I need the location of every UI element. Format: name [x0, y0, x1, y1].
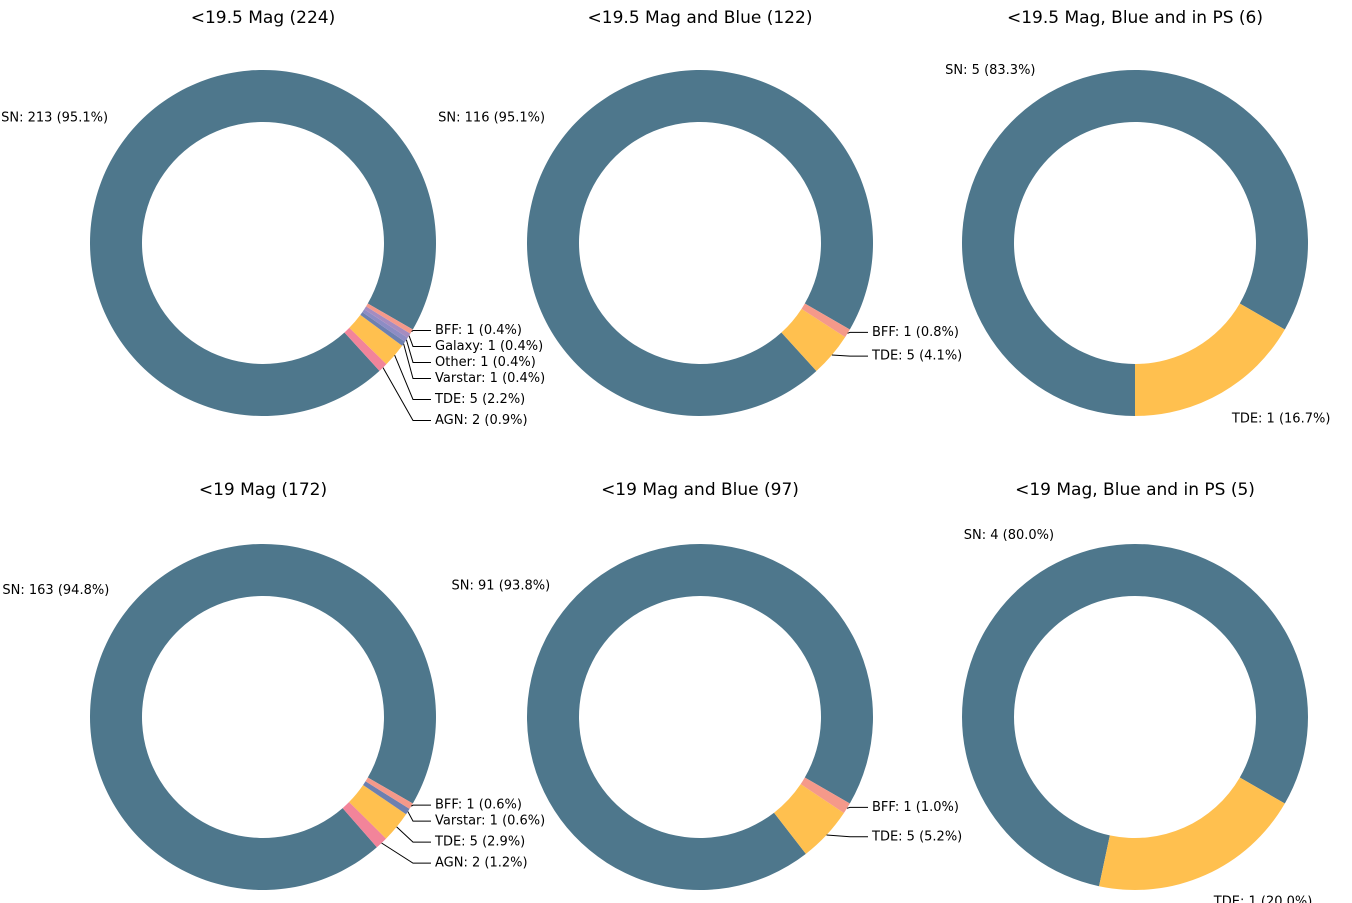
- donut-slice: [366, 303, 413, 334]
- chart-title: <19 Mag, Blue and in PS (5): [1015, 480, 1255, 500]
- donut-slice: [801, 303, 850, 338]
- donut-slice: [362, 309, 408, 342]
- donut-slice: [800, 777, 850, 814]
- donut-slice: [364, 306, 411, 338]
- slice-label: SN: 116 (95.1%): [438, 111, 545, 126]
- slice-label: SN: 163 (94.8%): [2, 583, 109, 598]
- donut-slice: [774, 784, 844, 854]
- leader-line: [405, 339, 431, 363]
- slice-label: TDE: 5 (2.9%): [434, 835, 525, 850]
- slice-label: TDE: 1 (16.7%): [1231, 411, 1331, 426]
- donut-slice: [781, 308, 846, 371]
- leader-line: [847, 331, 868, 334]
- slice-label: TDE: 5 (4.1%): [871, 349, 962, 364]
- leader-line: [826, 834, 868, 838]
- slice-label: Varstar: 1 (0.6%): [435, 814, 545, 829]
- leader-line: [381, 842, 431, 864]
- leader-line: [408, 335, 431, 347]
- slice-label: SN: 91 (93.8%): [452, 579, 551, 594]
- slice-label: Varstar: 1 (0.4%): [435, 371, 545, 386]
- donut-slice: [365, 777, 413, 809]
- leader-line: [410, 804, 431, 807]
- donut-slice: [342, 802, 387, 848]
- chart-title: <19.5 Mag, Blue and in PS (6): [1007, 8, 1263, 28]
- donut-slice: [349, 784, 407, 839]
- donut-slice: [349, 314, 403, 365]
- leader-line: [411, 329, 431, 332]
- slice-label: Other: 1 (0.4%): [435, 355, 536, 370]
- leader-line: [396, 826, 431, 843]
- slice-label: BFF: 1 (0.4%): [435, 323, 522, 338]
- slice-label: BFF: 1 (0.8%): [872, 325, 959, 340]
- slice-label: TDE: 1 (20.0%): [1213, 895, 1313, 903]
- slice-label: BFF: 1 (1.0%): [872, 800, 959, 815]
- slice-label: AGN: 2 (0.9%): [435, 413, 528, 428]
- slice-label: TDE: 5 (2.2%): [434, 392, 525, 407]
- leader-line: [846, 806, 868, 809]
- leader-line: [403, 343, 431, 379]
- leader-line: [382, 367, 431, 421]
- donut-slice: [344, 327, 387, 371]
- donut-slice: [89, 544, 436, 891]
- chart-title: <19.5 Mag and Blue (122): [588, 8, 813, 28]
- chart-title: <19 Mag and Blue (97): [601, 480, 799, 500]
- slice-label: AGN: 2 (1.2%): [435, 856, 528, 871]
- leader-line: [831, 354, 868, 357]
- donut-slice: [962, 69, 1308, 416]
- slice-label: SN: 4 (80.0%): [964, 528, 1054, 543]
- chart-title: <19 Mag (172): [199, 480, 327, 500]
- slice-label: Galaxy: 1 (0.4%): [435, 339, 543, 354]
- donut-slice: [89, 70, 436, 417]
- donut-slice: [1099, 777, 1285, 890]
- slice-label: SN: 5 (83.3%): [945, 63, 1035, 78]
- leader-line: [394, 355, 431, 400]
- donut-slice: [961, 543, 1308, 887]
- slice-label: BFF: 1 (0.6%): [435, 798, 522, 813]
- chart-title: <19.5 Mag (224): [191, 8, 336, 28]
- leader-line: [407, 811, 431, 822]
- slice-label: TDE: 5 (5.2%): [871, 829, 962, 844]
- donut-slice: [363, 781, 410, 815]
- donut-slice: [527, 69, 873, 416]
- donut-slice: [360, 312, 406, 346]
- donut-slice: [1135, 303, 1285, 416]
- donut-slice: [527, 543, 873, 890]
- slice-label: SN: 213 (95.1%): [1, 111, 108, 126]
